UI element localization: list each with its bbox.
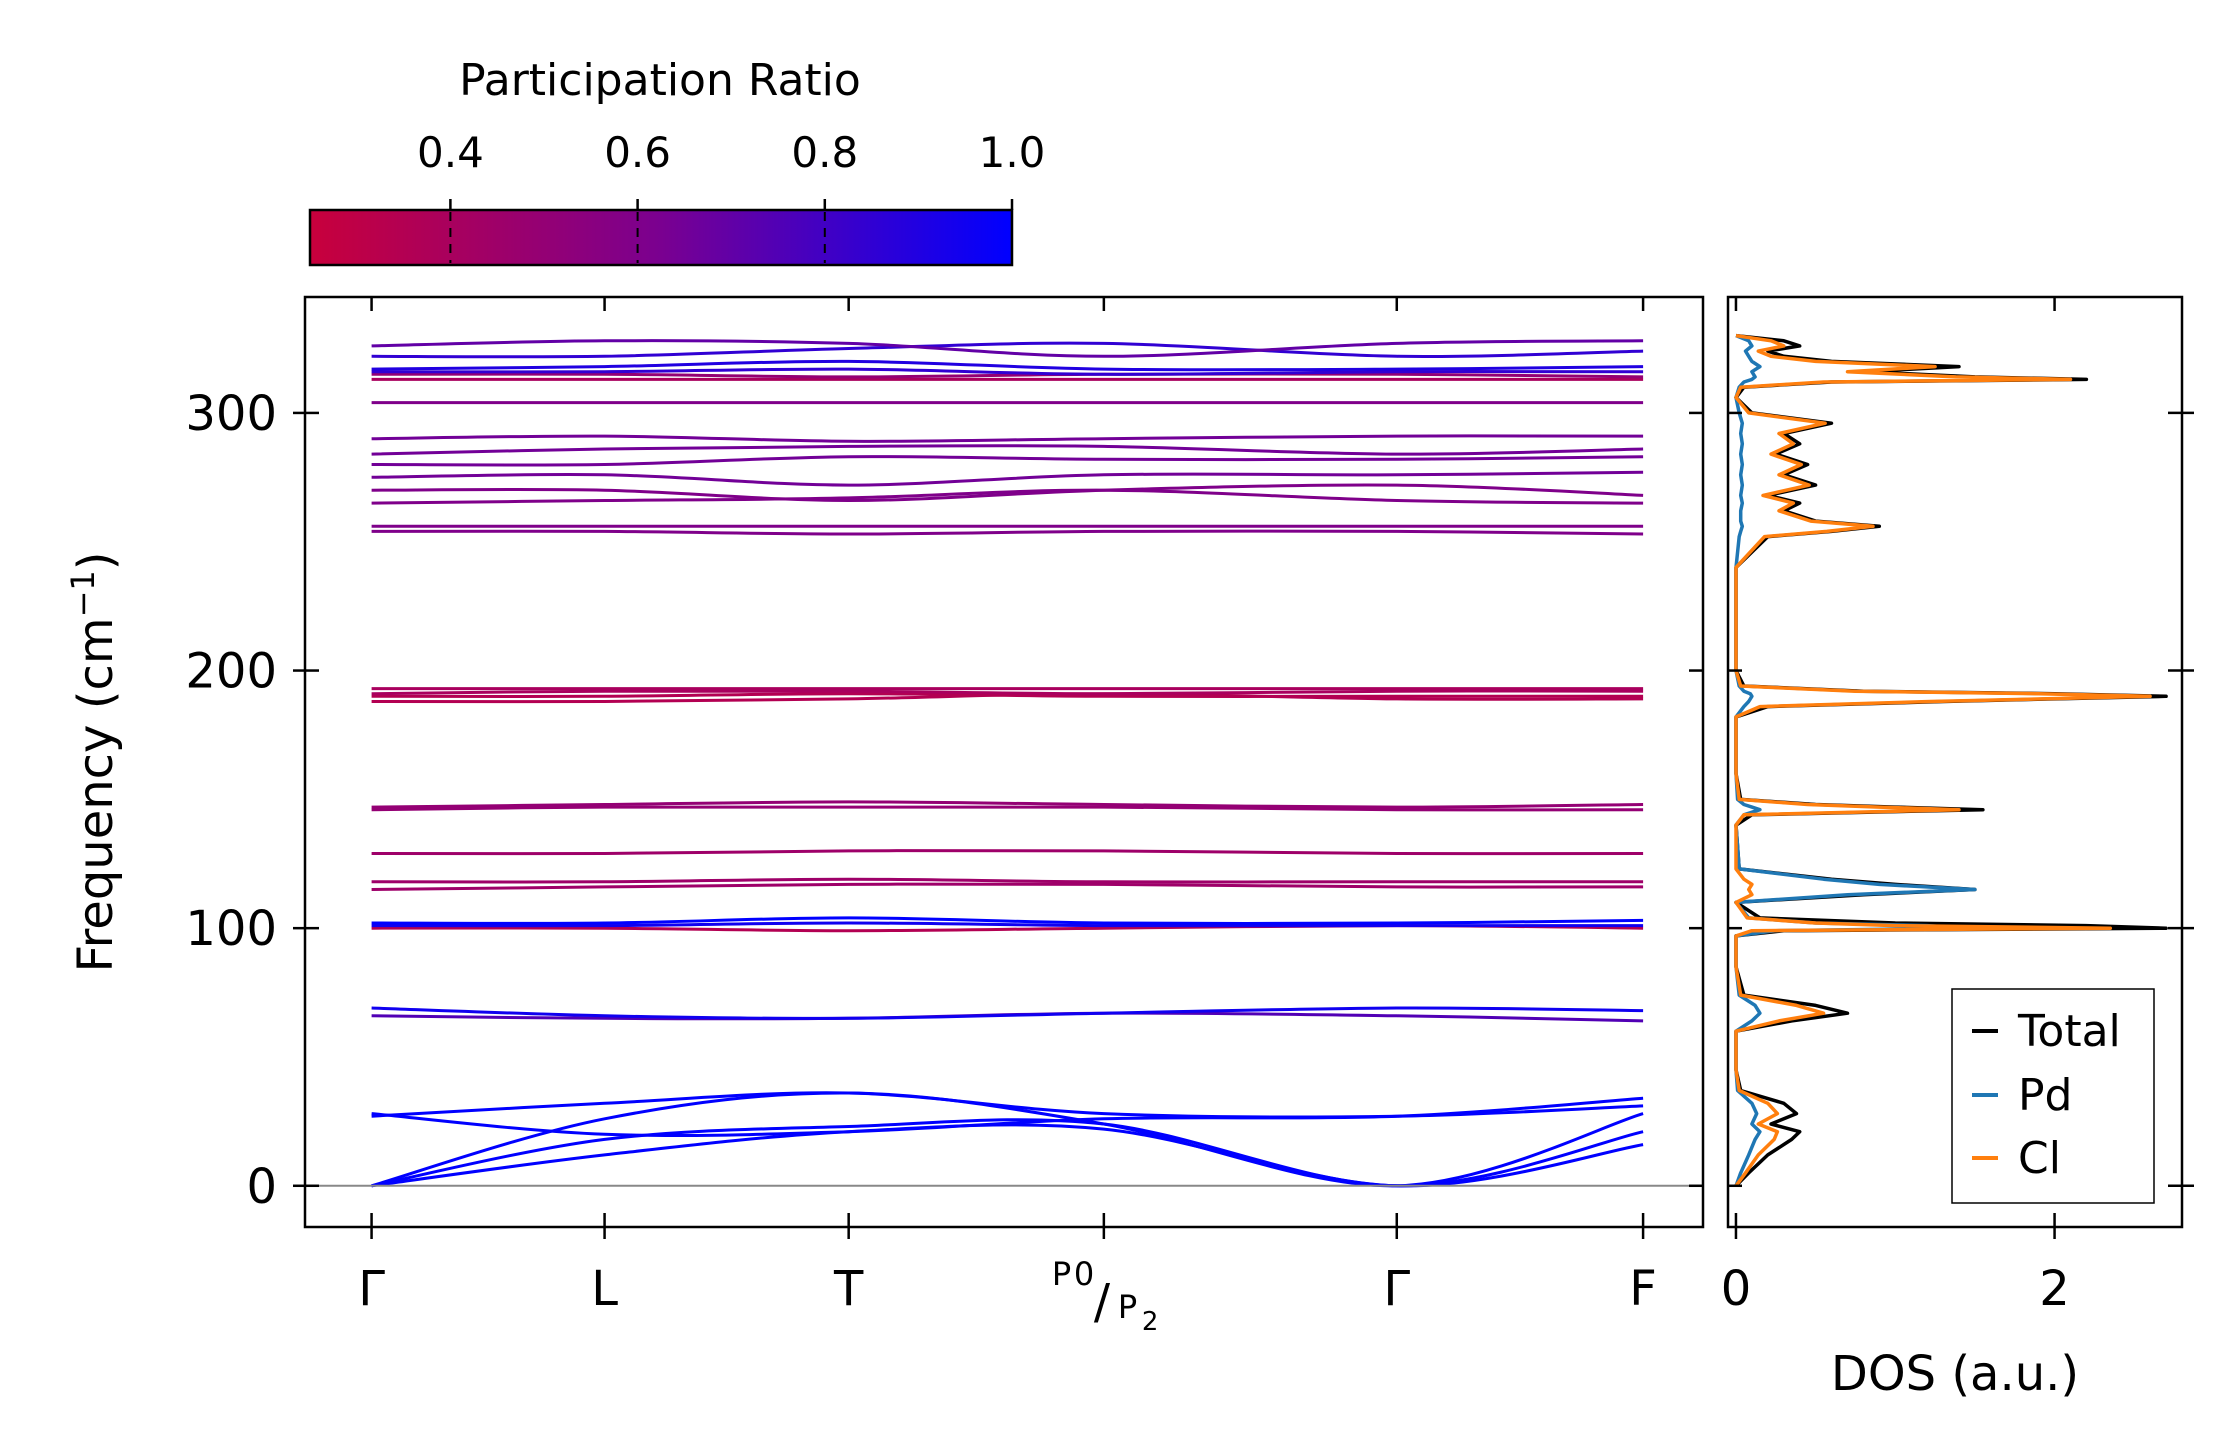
legend-label-pd: Pd <box>2018 1070 2072 1121</box>
band-line <box>371 434 1644 443</box>
y-tick-label: 200 <box>185 644 277 700</box>
band-line <box>371 921 1644 928</box>
dos-x-axis-label: DOS (a.u.) <box>1831 1346 2079 1402</box>
colorbar: Participation Ratio 0.4 0.6 0.8 1.0 <box>308 55 1045 267</box>
band-line <box>371 1096 1644 1138</box>
band-x-ticks: Γ L T P 0/P 2Γ F <box>358 297 1657 1337</box>
band-axes-frame <box>303 295 1705 1229</box>
special-label-top-sub: 0 <box>1074 1255 1094 1293</box>
band-line <box>371 805 1644 812</box>
band-line <box>371 849 1644 856</box>
y-tick-label: 100 <box>185 901 277 957</box>
band-line <box>371 483 1644 503</box>
band-line <box>371 444 1644 456</box>
band-line <box>371 692 1644 698</box>
band-line <box>371 800 1644 809</box>
band-line <box>371 339 1644 358</box>
special-label-bottom: P <box>1118 1288 1137 1326</box>
band-line <box>371 372 1644 379</box>
dos-curve-cl <box>1734 333 2152 1187</box>
special-label-top: P <box>1052 1255 1071 1293</box>
dos-x-tick-label: 0 <box>1721 1261 1752 1317</box>
band-line <box>371 470 1644 487</box>
x-tick-label: T <box>833 1261 864 1317</box>
legend-label-cl: Cl <box>2018 1133 2061 1184</box>
special-label-sep: / <box>1094 1274 1111 1330</box>
band-line <box>371 882 1644 891</box>
legend-label-total: Total <box>2017 1006 2121 1057</box>
band-line <box>371 529 1644 536</box>
colorbar-tick-label: 1.0 <box>979 128 1046 177</box>
x-tick-label: L <box>591 1261 618 1317</box>
band-line <box>371 689 1644 696</box>
band-line <box>371 1118 1644 1188</box>
x-tick-label: Γ <box>1383 1261 1410 1317</box>
dos-curve-pd <box>1734 333 1977 1187</box>
band-y-ticks: 0 100 200 300 <box>185 386 1703 1215</box>
legend: Total Pd Cl <box>1951 988 2155 1204</box>
band-line <box>371 488 1644 505</box>
band-line <box>371 1006 1644 1020</box>
special-label-bottom-sub: 2 <box>1142 1307 1159 1337</box>
colorbar-ticks: 0.4 0.6 0.8 1.0 <box>417 128 1045 263</box>
band-line <box>371 367 1644 376</box>
bands <box>371 339 1644 1188</box>
dos-curves <box>1734 333 2168 1188</box>
dos-axes-frame <box>1726 295 2184 1229</box>
y-tick-label: 300 <box>185 386 277 442</box>
band-line <box>371 359 1644 372</box>
band-line <box>371 916 1644 926</box>
colorbar-gradient <box>308 208 1014 267</box>
colorbar-tick-label: 0.4 <box>417 128 484 177</box>
colorbar-tick-label: 0.8 <box>791 128 858 177</box>
colorbar-title: Participation Ratio <box>459 55 861 106</box>
band-line <box>371 455 1644 467</box>
dos-x-tick-label: 2 <box>2039 1261 2070 1317</box>
y-axis-label: Frequency (cm−1) <box>64 551 124 972</box>
x-tick-label: Γ <box>358 1261 385 1317</box>
band-line <box>371 1123 1644 1188</box>
x-tick-label-special: P 0/P 2 <box>1052 1255 1159 1337</box>
band-line <box>371 877 1644 884</box>
colorbar-tick-label: 0.6 <box>604 128 671 177</box>
y-tick-label: 0 <box>246 1159 277 1215</box>
band-line <box>371 341 1644 359</box>
x-tick-label: F <box>1629 1261 1657 1317</box>
